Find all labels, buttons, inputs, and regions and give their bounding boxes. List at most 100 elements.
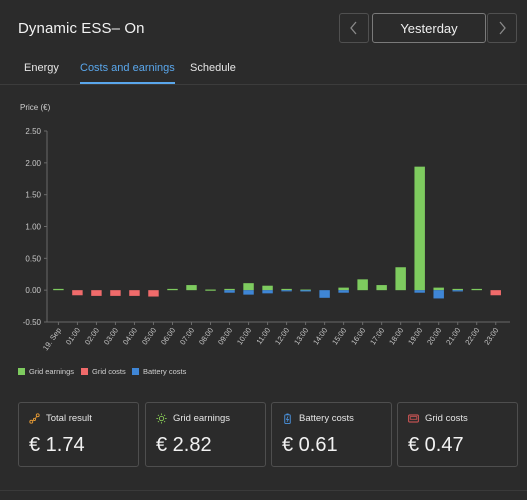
card-value: € 2.82: [156, 434, 212, 456]
x-tick-label: 17:00: [368, 326, 386, 347]
chevron-right-icon: [499, 21, 506, 35]
tab-costs-and-earnings[interactable]: Costs and earnings: [80, 62, 175, 84]
legend-label-grid-earnings: Grid earnings: [29, 367, 75, 376]
chart-bar: [167, 288, 178, 291]
sun-icon: [156, 413, 167, 424]
page-title: Dynamic ESS– On: [18, 20, 145, 37]
chart-bar: [433, 290, 444, 299]
chevron-left-icon: [350, 21, 357, 35]
x-tick-label: 06:00: [159, 326, 177, 347]
x-tick-label: 20:00: [425, 326, 443, 347]
chart-bar: [91, 290, 102, 296]
card-battery-costs: Battery costs € 0.61: [271, 402, 392, 467]
chart-bar: [452, 288, 463, 291]
x-tick-label: 07:00: [178, 326, 196, 347]
legend-swatch-battery-costs: [132, 368, 139, 375]
chart-bar: [433, 287, 444, 291]
x-tick-label: 02:00: [83, 326, 101, 347]
x-tick-label: 16:00: [349, 326, 367, 347]
card-value: € 1.74: [29, 434, 85, 456]
chart-bar: [395, 267, 406, 291]
legend-label-battery-costs: Battery costs: [143, 367, 187, 376]
legend-grid-earnings: Grid earnings: [18, 367, 74, 376]
chart-bar: [186, 285, 197, 291]
card-label: Grid earnings: [173, 413, 231, 424]
chart-bar: [224, 288, 235, 291]
battery-icon: [284, 413, 291, 424]
chart-bar: [452, 290, 463, 292]
chart-bar: [490, 290, 501, 296]
x-tick-label: 04:00: [121, 326, 139, 347]
chart-bar: [414, 166, 425, 291]
legend-grid-costs: Grid costs: [81, 367, 126, 376]
legend-label-grid-costs: Grid costs: [92, 367, 126, 376]
card-grid-earnings: Grid earnings € 2.82: [145, 402, 266, 467]
chart-bar: [262, 290, 273, 294]
card-label: Battery costs: [299, 413, 354, 424]
x-tick-label: 23:00: [482, 326, 500, 347]
y-tick-label: 0.00: [25, 286, 41, 295]
chart-bar: [300, 290, 311, 292]
card-value: € 0.61: [282, 434, 338, 456]
y-tick-label: 2.00: [25, 159, 41, 168]
x-tick-label: 11:00: [254, 326, 272, 346]
card-value: € 0.47: [408, 434, 464, 456]
card-total-result: Total result € 1.74: [18, 402, 139, 467]
chart-bar: [281, 288, 292, 291]
x-tick-label: 19. Sep: [41, 326, 63, 352]
grid-meter-icon: [408, 414, 419, 423]
y-tick-label: -0.50: [23, 318, 42, 327]
chart-bar: [53, 288, 64, 291]
tab-energy[interactable]: Energy: [24, 62, 59, 74]
chart-bar: [243, 290, 254, 295]
tab-schedule[interactable]: Schedule: [190, 62, 236, 74]
chart-bar: [205, 289, 216, 291]
x-tick-label: 13:00: [292, 326, 310, 347]
y-tick-label: 2.50: [25, 127, 41, 136]
x-tick-label: 01:00: [64, 326, 82, 347]
x-tick-label: 14:00: [311, 326, 329, 347]
card-label: Total result: [46, 413, 92, 424]
card-grid-costs: Grid costs € 0.47: [397, 402, 518, 467]
chart-bar: [281, 290, 292, 292]
card-label: Grid costs: [425, 413, 468, 424]
chart-bar: [357, 279, 368, 291]
chart-bar: [338, 290, 349, 293]
x-tick-label: 19:00: [406, 326, 424, 347]
tab-bar: Energy Costs and earnings Schedule: [0, 60, 527, 85]
x-tick-label: 03:00: [102, 326, 120, 347]
date-selector-button[interactable]: Yesterday: [372, 13, 486, 43]
chart-bar: [129, 290, 140, 296]
legend-battery-costs: Battery costs: [132, 367, 186, 376]
flow-nodes-icon: [29, 413, 40, 424]
y-tick-label: 1.50: [25, 191, 41, 200]
x-tick-label: 08:00: [197, 326, 215, 347]
chart-bar: [110, 290, 121, 296]
chart-bar: [319, 290, 330, 298]
chart-bar: [338, 287, 349, 291]
y-tick-label: 1.00: [25, 223, 41, 232]
x-tick-label: 09:00: [216, 326, 234, 347]
bottom-divider: [0, 490, 527, 491]
next-day-button[interactable]: [487, 13, 517, 43]
chart-bar: [471, 288, 482, 291]
y-axis-label: Price (€): [20, 103, 51, 112]
chart-bar: [262, 285, 273, 291]
chart-bar: [224, 290, 235, 293]
previous-day-button[interactable]: [339, 13, 369, 43]
legend-swatch-grid-earnings: [18, 368, 25, 375]
chart-bar: [300, 289, 311, 291]
chart-bar: [414, 290, 425, 293]
x-tick-label: 12:00: [273, 326, 291, 347]
legend-swatch-grid-costs: [81, 368, 88, 375]
x-tick-label: 22:00: [463, 326, 481, 347]
chart-bar: [148, 290, 159, 297]
chart-bar: [376, 285, 387, 291]
chart-bar: [243, 283, 254, 291]
chart-bar: [72, 290, 83, 296]
x-tick-label: 15:00: [330, 326, 348, 347]
x-tick-label: 05:00: [140, 326, 158, 347]
x-tick-label: 10:00: [235, 326, 253, 347]
x-tick-label: 18:00: [387, 326, 405, 347]
